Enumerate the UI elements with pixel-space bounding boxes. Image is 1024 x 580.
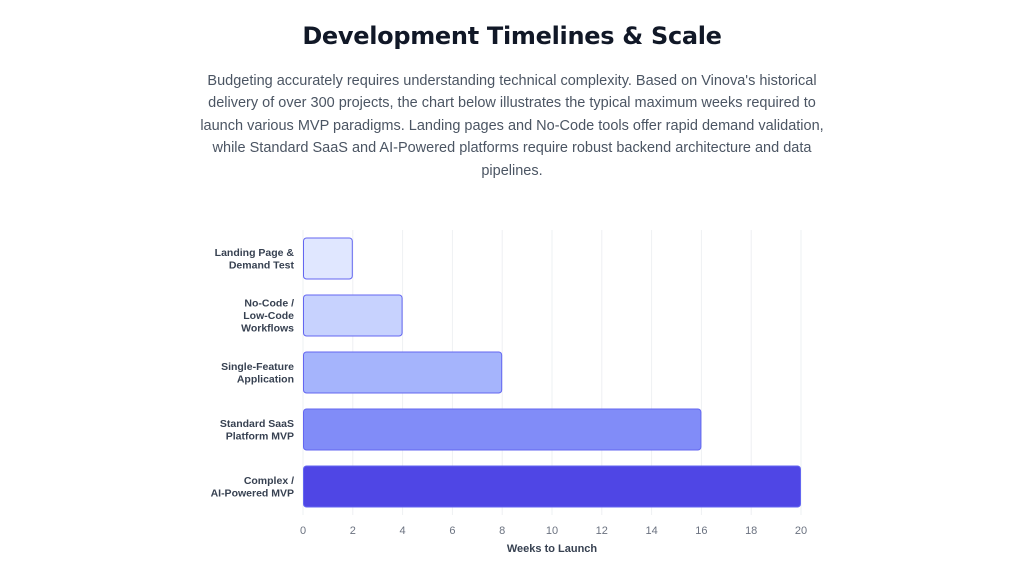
category-label: No-Code / Low-Code Workflows (241, 298, 294, 335)
bar (303, 465, 801, 508)
bar (303, 294, 403, 337)
x-tick-label: 14 (645, 525, 657, 537)
x-tick-label: 18 (745, 525, 757, 537)
category-label: Complex / AI-Powered MVP (211, 475, 295, 500)
x-tick-label: 12 (596, 525, 608, 537)
bar (303, 351, 503, 394)
x-tick-label: 8 (499, 525, 505, 537)
x-tick-label: 2 (350, 525, 356, 537)
x-axis-title: Weeks to Launch (507, 543, 598, 555)
bar (303, 408, 702, 451)
x-tick-label: 0 (300, 525, 306, 537)
category-label: Single-Feature Application (221, 361, 294, 386)
x-tick-label: 4 (400, 525, 406, 537)
category-label: Standard SaaS Platform MVP (220, 418, 294, 443)
x-tick-label: 6 (449, 525, 455, 537)
category-label: Landing Page & Demand Test (215, 247, 295, 272)
x-tick-label: 20 (795, 525, 807, 537)
section-title: Development Timelines & Scale (302, 22, 722, 50)
x-tick-label: 16 (695, 525, 707, 537)
x-tick-label: 10 (546, 525, 558, 537)
section-description: Budgeting accurately requires understand… (200, 73, 824, 179)
bar (303, 237, 353, 280)
